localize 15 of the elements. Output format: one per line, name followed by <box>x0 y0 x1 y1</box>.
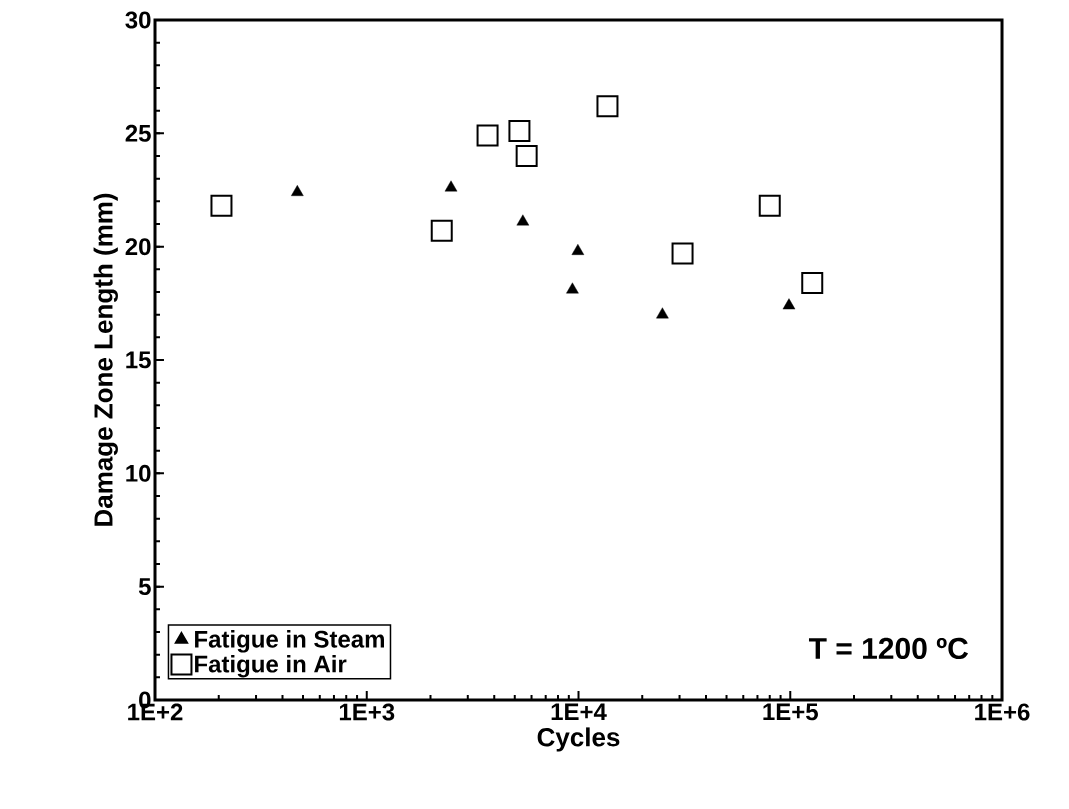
y-tick-label: 20 <box>125 238 151 256</box>
y-tick-label: 5 <box>138 578 151 596</box>
x-tick-label: 1E+6 <box>975 703 1030 721</box>
legend-label: Fatigue in Steam <box>195 630 384 653</box>
annotation: T = 1200 ºC <box>808 637 968 660</box>
x-tick-label: 1E+3 <box>339 703 395 721</box>
y-tick-label: 25 <box>125 124 151 142</box>
x-tick-label: 1E+5 <box>763 703 818 721</box>
y-tick-label: 10 <box>126 464 151 482</box>
x-axis-title: Cycles <box>537 727 620 752</box>
y-tick-label: 15 <box>126 351 151 369</box>
y-axis-title: Damage Zone Length (mm) <box>93 193 118 526</box>
y-tick-label: 30 <box>125 11 151 29</box>
legend-label: Fatigue in Air <box>195 654 347 678</box>
x-tick-label: 1E+4 <box>551 703 607 721</box>
